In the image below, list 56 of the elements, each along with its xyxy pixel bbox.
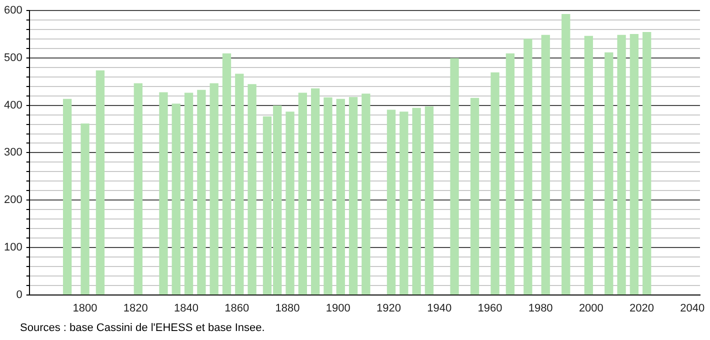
bar xyxy=(235,74,244,295)
x-tick-label: 1840 xyxy=(174,302,198,314)
x-tick-label: 1880 xyxy=(275,302,300,314)
bar xyxy=(80,123,90,295)
bar xyxy=(159,92,168,295)
x-tick-label: 1920 xyxy=(376,302,401,314)
bar xyxy=(424,106,434,295)
bar xyxy=(96,70,105,295)
bar xyxy=(222,53,232,295)
bar xyxy=(197,90,206,295)
x-tick-label: 1860 xyxy=(224,302,250,314)
bar xyxy=(470,98,480,295)
bar xyxy=(348,96,358,295)
bar xyxy=(506,53,515,295)
bar xyxy=(362,94,370,295)
bar xyxy=(412,108,421,295)
bar xyxy=(617,34,626,295)
bar xyxy=(524,38,532,295)
bar xyxy=(248,84,256,295)
x-tick-label: 1900 xyxy=(326,302,350,314)
bar xyxy=(310,88,320,295)
bar xyxy=(541,34,550,295)
y-tick-label: 200 xyxy=(4,194,22,206)
bar xyxy=(584,36,593,295)
bar xyxy=(134,83,143,295)
bar xyxy=(604,52,614,295)
bar xyxy=(210,83,218,295)
source-note: Sources : base Cassini de l'EHESS et base Insee. xyxy=(20,322,265,334)
y-tick-label: 500 xyxy=(4,52,22,64)
x-tick-label: 2020 xyxy=(630,302,654,314)
x-tick-label: 1800 xyxy=(72,302,98,314)
y-tick-label: 0 xyxy=(16,288,22,301)
bar xyxy=(298,92,308,295)
bar xyxy=(62,98,72,295)
bar xyxy=(172,104,180,295)
bar xyxy=(400,112,408,295)
bar xyxy=(336,98,345,295)
x-tick-label: 2000 xyxy=(578,302,604,314)
bar xyxy=(324,97,332,295)
x-tick-label: 1940 xyxy=(427,302,452,314)
bar xyxy=(630,34,639,295)
y-tick-label: 600 xyxy=(4,4,22,17)
bar xyxy=(642,32,652,295)
x-tick-label: 2040 xyxy=(680,302,705,314)
x-tick-label: 1980 xyxy=(528,302,553,314)
bar xyxy=(184,92,194,295)
bar xyxy=(286,112,294,295)
bar xyxy=(562,14,570,295)
x-tick-label: 1960 xyxy=(478,302,502,314)
bar xyxy=(490,72,500,295)
y-tick-label: 300 xyxy=(4,146,22,159)
bar xyxy=(386,110,396,295)
y-tick-label: 400 xyxy=(4,99,22,112)
x-tick-label: 1820 xyxy=(123,302,148,314)
y-tick-label: 100 xyxy=(4,241,22,254)
bar xyxy=(450,58,459,295)
